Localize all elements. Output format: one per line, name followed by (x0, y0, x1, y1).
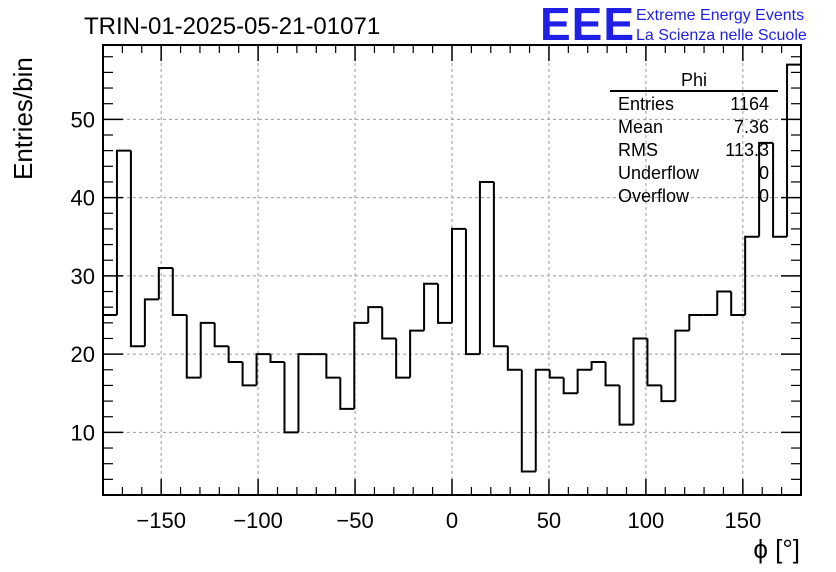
histogram-bin (688, 314, 704, 331)
stats-value-underflow: 0 (759, 163, 769, 183)
tick-labels: −150 −100 −50 0 50 100 150 10 20 30 40 50 (71, 107, 762, 533)
histogram-bin (437, 283, 452, 324)
histogram-bin (395, 338, 411, 379)
histogram-bin (199, 321, 215, 378)
histogram-bin (730, 291, 746, 316)
y-tick-label: 20 (71, 342, 95, 367)
run-title: TRIN-01-2025-05-21-01071 (84, 13, 380, 40)
histogram-bin (562, 377, 578, 395)
histogram-bin (744, 235, 760, 315)
histogram-bin (478, 180, 494, 355)
logo-line-2: La Scienza nelle Scuole (636, 27, 807, 44)
histogram-bin (520, 369, 536, 473)
histogram-bin (143, 298, 159, 347)
stats-value-entries: 1164 (730, 94, 769, 114)
y-tick-label: 30 (71, 264, 95, 289)
stats-value-overflow: 0 (759, 186, 769, 206)
stats-label-mean: Mean (618, 117, 663, 137)
histogram-bin (241, 361, 257, 387)
histogram-bin (492, 181, 508, 348)
stats-value-mean: 7.36 (734, 117, 769, 137)
x-tick-label: 50 (537, 508, 561, 533)
histogram-bin (297, 353, 313, 433)
x-axis-title: ϕ [°] (753, 534, 800, 564)
histogram-bin (772, 142, 788, 238)
histogram-bin (646, 338, 662, 387)
histogram-bin (227, 346, 243, 363)
histogram-bin (409, 329, 425, 378)
y-tick-label: 10 (71, 420, 95, 445)
y-axis-title: Entries/bin (8, 57, 38, 180)
histogram-bin (115, 149, 131, 315)
histogram-bin (171, 268, 187, 316)
histogram-bin (618, 385, 634, 426)
histogram-bin (758, 141, 774, 237)
histogram-bin (157, 267, 173, 300)
stats-value-rms: 113.3 (725, 140, 769, 160)
histogram-bin (576, 368, 592, 394)
histogram-bin (548, 369, 564, 379)
x-tick-label: 0 (446, 508, 458, 533)
histogram-bin (451, 227, 466, 323)
histogram-bin (423, 282, 439, 331)
histogram-bin (339, 377, 355, 410)
stats-label-underflow: Underflow (618, 163, 700, 183)
histogram-bin (255, 353, 271, 386)
x-tick-label: −50 (336, 508, 373, 533)
histogram-bin (283, 361, 299, 434)
histogram-bin (674, 329, 690, 402)
x-tick-label: −150 (136, 508, 186, 533)
logo-line-1: Extreme Energy Events (636, 7, 804, 24)
histogram-bin (632, 337, 648, 425)
stats-label-entries: Entries (618, 94, 674, 114)
histogram-bin (213, 322, 229, 348)
x-tick-label: 100 (628, 508, 665, 533)
histogram-bin (534, 368, 550, 472)
stats-label-rms: RMS (618, 140, 658, 160)
x-tick-label: 150 (724, 508, 761, 533)
stats-box: Phi Entries 1164 Mean 7.36 RMS 113.3 Und… (610, 70, 778, 206)
histogram-bin (716, 290, 732, 315)
y-tick-label: 50 (71, 107, 95, 132)
histogram-bin (381, 307, 397, 340)
histogram-bin (367, 306, 383, 323)
histogram-bin (506, 346, 522, 371)
stats-title: Phi (681, 70, 707, 90)
y-tick-label: 40 (71, 186, 95, 211)
histogram-bin (129, 150, 145, 348)
histogram-bin (590, 360, 606, 370)
histogram-bin (185, 315, 201, 379)
stats-label-overflow: Overflow (618, 186, 690, 206)
histogram-bin (786, 63, 802, 495)
histogram-bin (102, 314, 117, 495)
histogram-bin (660, 385, 676, 403)
eee-logo: EEE (540, 0, 635, 50)
histogram-bin (464, 228, 480, 356)
x-tick-label: −100 (233, 508, 283, 533)
histogram-bin (604, 361, 620, 387)
axis-ticks (102, 45, 802, 496)
histogram-bin (269, 354, 285, 363)
histogram-bin (325, 354, 341, 379)
histogram-bin (353, 321, 369, 409)
